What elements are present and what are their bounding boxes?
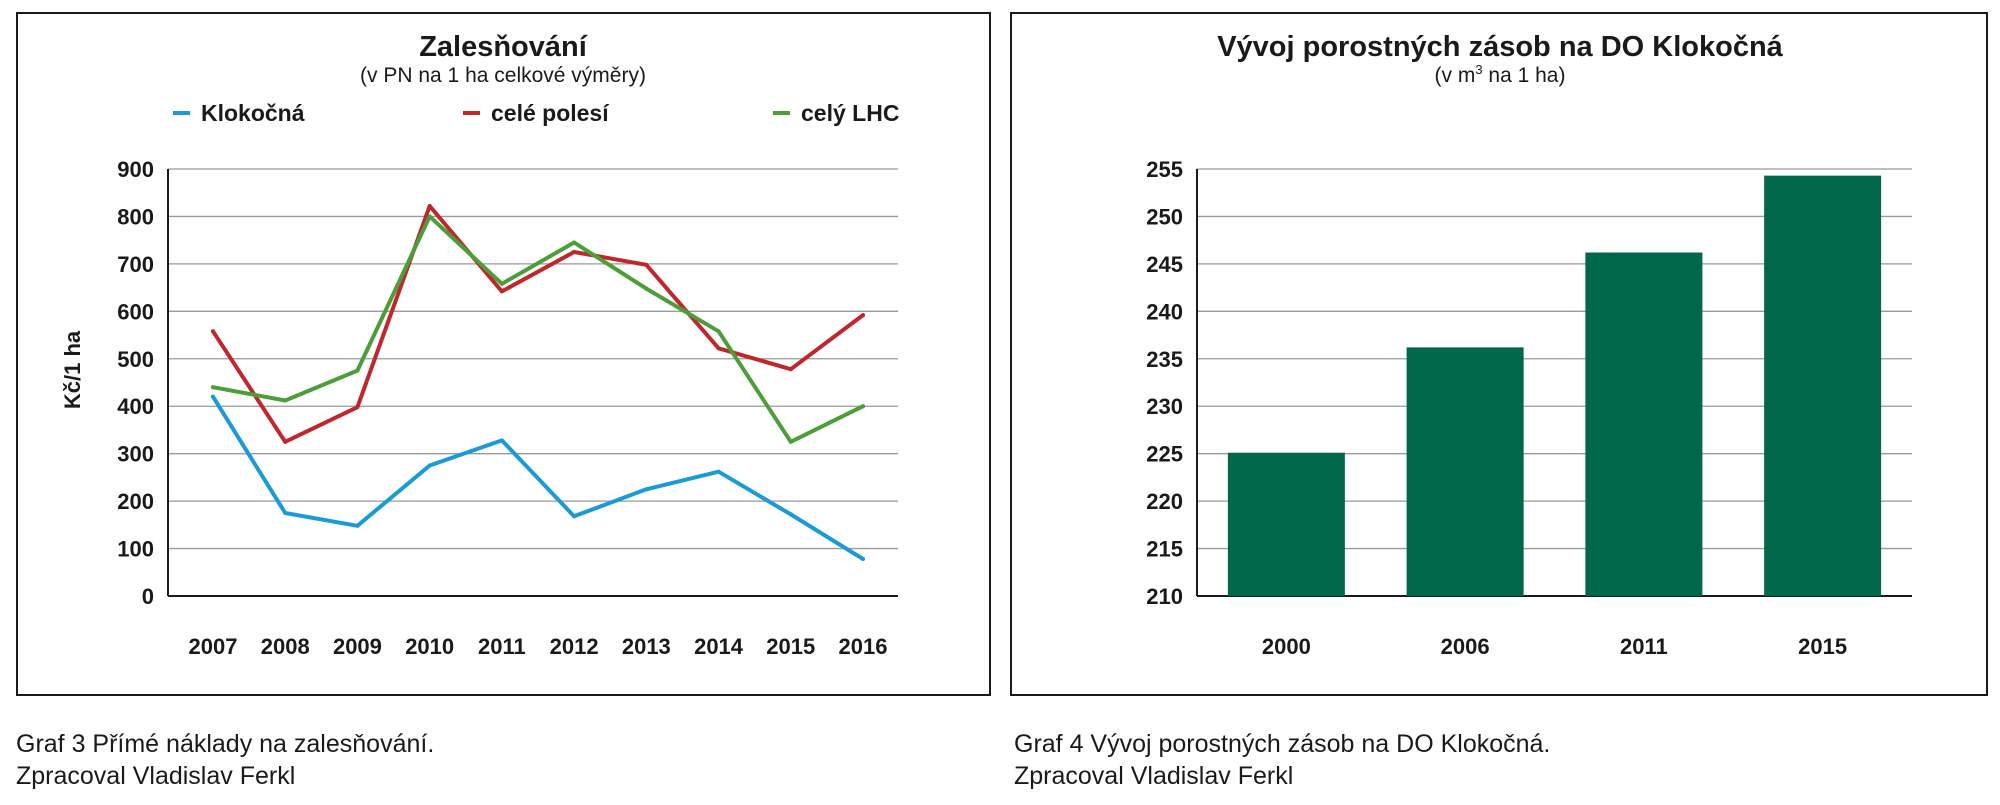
- data-point: [788, 439, 793, 444]
- x-tick-label: 2008: [261, 634, 310, 659]
- x-tick-label: 2011: [1620, 634, 1668, 659]
- x-tick-label: 2000: [1262, 634, 1311, 659]
- y-tick-label: 230: [1146, 394, 1183, 419]
- series-line-3: [211, 214, 865, 444]
- y-tick-label: 100: [117, 537, 154, 562]
- y-tick-label: 245: [1146, 252, 1183, 277]
- subtitle-suffix: na 1 ha): [1483, 64, 1566, 87]
- data-point: [211, 329, 215, 334]
- data-point: [499, 281, 504, 286]
- data-point: [355, 368, 360, 373]
- y-tick-label: 300: [117, 442, 154, 467]
- bar: [1227, 452, 1345, 596]
- data-point: [283, 439, 288, 444]
- line-chart: Zalesňování (v PN na 1 ha celkové výměry…: [60, 31, 899, 659]
- data-point: [427, 214, 432, 219]
- figure-caption-right: Graf 4 Vývoj porostných zásob na DO Klok…: [1014, 728, 1550, 792]
- y-tick-label: 200: [117, 489, 154, 514]
- bar-chart: Vývoj porostných zásob na DO Klokočná (v…: [1146, 31, 1912, 659]
- data-point: [644, 262, 649, 267]
- caption-line-1: Graf 4 Vývoj porostných zásob na DO Klok…: [1014, 730, 1551, 758]
- data-point: [861, 556, 865, 561]
- y-tick-label: 250: [1146, 204, 1183, 229]
- data-point: [861, 404, 865, 409]
- x-tick-label: 2013: [622, 634, 671, 659]
- subtitle-prefix: (v m: [1435, 64, 1476, 87]
- x-tick-label: 2012: [550, 634, 599, 659]
- data-point: [283, 398, 288, 403]
- chart-subtitle: (v m3 na 1 ha): [1435, 62, 1566, 87]
- chart-subtitle: (v PN na 1 ha celkové výměry): [360, 64, 646, 87]
- y-tick-label: 900: [117, 157, 154, 182]
- y-tick-label: 220: [1146, 489, 1183, 514]
- y-axis-label: Kč/1 ha: [60, 330, 85, 409]
- legend-entry: Klokočná: [173, 100, 305, 126]
- bar: [1764, 175, 1882, 597]
- subtitle-superscript: 3: [1475, 62, 1482, 77]
- data-point: [716, 329, 721, 334]
- legend-entry: celé polesí: [463, 100, 610, 126]
- data-point: [716, 346, 721, 351]
- legend-label: Klokočná: [201, 100, 305, 126]
- x-tick-label: 2011: [478, 634, 526, 659]
- y-tick-label: 210: [1146, 584, 1183, 609]
- series-line-2: [211, 204, 865, 444]
- legend-label: celý LHC: [801, 100, 899, 126]
- data-point: [427, 204, 432, 209]
- x-tick-label: 2014: [694, 634, 744, 659]
- y-tick-label: 600: [117, 299, 154, 324]
- y-tick-label: 400: [117, 394, 154, 419]
- chart-title: Zalesňování: [419, 31, 588, 63]
- y-tick-label: 700: [117, 252, 154, 277]
- y-tick-label: 255: [1146, 157, 1183, 182]
- y-tick-label: 225: [1146, 442, 1183, 467]
- legend-entry: celý LHC: [773, 100, 899, 126]
- y-tick-label: 235: [1146, 347, 1183, 372]
- data-point: [644, 487, 649, 492]
- data-point: [788, 367, 793, 372]
- data-point: [572, 514, 577, 519]
- y-tick-label: 215: [1146, 537, 1183, 562]
- x-tick-label: 2010: [405, 634, 454, 659]
- data-point: [788, 512, 793, 517]
- data-point: [499, 438, 504, 443]
- chart-title: Vývoj porostných zásob na DO Klokočná: [1217, 31, 1783, 63]
- x-tick-label: 2006: [1441, 634, 1490, 659]
- bar: [1406, 347, 1524, 596]
- data-point: [355, 523, 360, 528]
- x-tick-label: 2015: [1798, 634, 1847, 659]
- y-tick-label: 500: [117, 347, 154, 372]
- bar-chart-panel: Vývoj porostných zásob na DO Klokočná (v…: [1010, 12, 1988, 696]
- data-point: [499, 289, 504, 294]
- x-tick-label: 2015: [766, 634, 815, 659]
- data-point: [572, 250, 577, 255]
- legend-label: celé polesí: [491, 100, 610, 126]
- data-point: [572, 240, 577, 245]
- caption-line-2: Zpracoval Vladislav Ferkl: [1014, 762, 1294, 790]
- y-tick-label: 240: [1146, 299, 1183, 324]
- data-point: [427, 463, 432, 468]
- data-point: [355, 405, 360, 410]
- caption-line-2: Zpracoval Vladislav Ferkl: [16, 762, 296, 790]
- data-point: [211, 385, 215, 390]
- bar: [1585, 252, 1703, 596]
- data-point: [644, 286, 649, 291]
- y-tick-label: 800: [117, 204, 154, 229]
- data-point: [211, 394, 215, 399]
- x-tick-label: 2016: [839, 634, 888, 659]
- x-tick-label: 2007: [189, 634, 238, 659]
- data-point: [283, 510, 288, 515]
- data-point: [861, 313, 865, 318]
- figure-caption-left: Graf 3 Přímé náklady na zalesňování. Zpr…: [16, 728, 434, 792]
- data-point: [716, 469, 721, 474]
- line-chart-panel: Zalesňování (v PN na 1 ha celkové výměry…: [16, 12, 991, 696]
- caption-line-1: Graf 3 Přímé náklady na zalesňování.: [16, 730, 435, 758]
- x-tick-label: 2009: [333, 634, 382, 659]
- y-tick-label: 0: [142, 584, 154, 609]
- series-line-1: [211, 394, 865, 561]
